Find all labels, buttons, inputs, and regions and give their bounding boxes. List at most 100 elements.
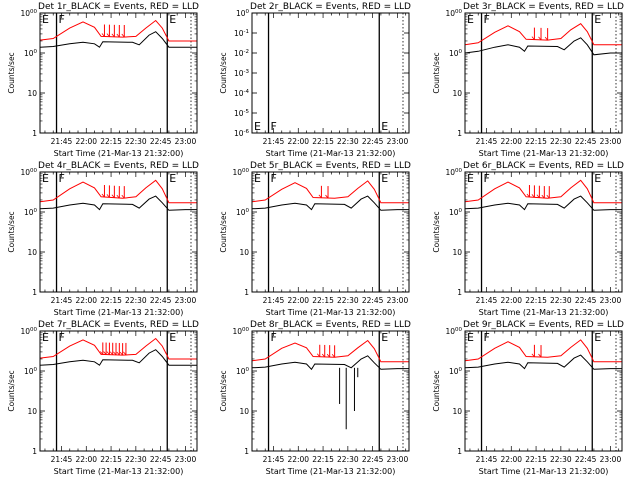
panel-title: Det 5r_BLACK = Events, RED = LLD <box>250 161 411 171</box>
series-black <box>251 355 409 371</box>
lld-spike-hook <box>531 36 535 40</box>
plot-frame <box>464 330 623 452</box>
y-tick-label: 100 <box>449 208 463 217</box>
marker-label-E: E <box>381 172 388 185</box>
x-tick-label: 22:45 <box>575 455 597 464</box>
y-tick-label: 100 <box>236 208 250 217</box>
y-axis-label: Counts/sec <box>7 52 16 93</box>
x-tick-label: 22:15 <box>525 296 547 305</box>
series-black <box>464 195 622 211</box>
y-tick-label: 1000 <box>232 168 249 177</box>
x-tick-label: 21:45 <box>51 137 73 146</box>
marker-label-E: E <box>594 13 601 26</box>
y-tick-label: 10-1 <box>234 29 249 38</box>
x-tick-label: 21:45 <box>476 137 498 146</box>
lld-spike-hook <box>546 194 550 199</box>
plot-frame <box>464 12 623 134</box>
lld-spike-hook <box>531 194 535 198</box>
x-axis-label: Start Time (21-Mar-13 21:32:00) <box>479 308 609 317</box>
lld-spike-hook <box>116 351 120 356</box>
y-tick-label: 10 <box>452 248 462 257</box>
panel-det-9: Det 9r_BLACK = Events, RED = LLD Counts/s… <box>432 320 624 476</box>
panel-title: Det 6r_BLACK = Events, RED = LLD <box>463 161 624 171</box>
y-tick-label: 1 <box>244 447 249 456</box>
marker-label-E: E <box>169 13 176 26</box>
x-tick-label: 22:45 <box>575 296 597 305</box>
lld-spike-hook <box>99 351 104 355</box>
x-tick-label: 23:00 <box>175 296 197 305</box>
lld-spike-hook <box>103 351 107 355</box>
panel-title: Det 9r_BLACK = Events, RED = LLD <box>463 320 624 330</box>
y-tick-label: 1000 <box>445 168 462 177</box>
x-tick-label: 22:15 <box>100 137 122 146</box>
x-tick-label: 22:30 <box>550 137 572 146</box>
lld-spike-hook <box>526 193 530 198</box>
x-tick-label: 22:30 <box>125 455 147 464</box>
lld-spike-hook <box>113 351 117 356</box>
panel-det-6: Det 6r_BLACK = Events, RED = LLD Counts/s… <box>432 161 624 317</box>
y-tick-label: 100 <box>449 367 463 376</box>
x-tick-label: 22:45 <box>150 296 172 305</box>
series-red <box>464 23 622 46</box>
y-tick-label: 1 <box>457 447 462 456</box>
x-axis-label: Start Time (21-Mar-13 21:32:00) <box>54 308 184 317</box>
x-axis-label: Start Time (21-Mar-13 21:32:00) <box>266 467 396 476</box>
x-tick-label: 21:45 <box>51 296 73 305</box>
panel-title: Det 1r_BLACK = Events, RED = LLD <box>38 2 199 12</box>
lld-spike-hook <box>536 194 540 198</box>
lld-spike-hook <box>121 33 125 38</box>
plot-frame <box>464 171 623 293</box>
marker-label-F: F <box>271 120 277 133</box>
panel-det-8: Det 8r_BLACK = Events, RED = LLD Counts/s… <box>219 320 411 476</box>
marker-label-E: E <box>467 331 474 344</box>
x-tick-label: 22:15 <box>312 455 334 464</box>
lld-spike-hook <box>101 33 105 37</box>
marker-label-E: E <box>594 331 601 344</box>
marker-label-E: E <box>381 331 388 344</box>
y-tick-label: 10 <box>27 89 37 98</box>
marker-label-E: E <box>467 13 474 26</box>
marker-label-E: E <box>467 172 474 185</box>
lld-spike-hook <box>106 194 110 198</box>
panel-det-1: Det 1r_BLACK = Events, RED = LLD Counts/s… <box>7 2 199 158</box>
y-tick-label: 10 <box>27 407 37 416</box>
series-red <box>251 180 409 204</box>
series-black <box>251 195 409 211</box>
x-tick-label: 21:45 <box>476 455 498 464</box>
panel-det-7: Det 7r_BLACK = Events, RED = LLD Counts/s… <box>7 320 199 476</box>
x-tick-label: 22:45 <box>150 455 172 464</box>
x-tick-label: 22:15 <box>312 137 334 146</box>
y-tick-label: 1 <box>457 288 462 297</box>
x-tick-label: 22:00 <box>287 455 309 464</box>
y-tick-label: 100 <box>24 367 38 376</box>
marker-label-E: E <box>169 172 176 185</box>
x-tick-label: 22:15 <box>525 455 547 464</box>
x-tick-label: 21:45 <box>263 455 285 464</box>
y-axis-label: Counts/sec <box>219 370 228 411</box>
x-tick-label: 22:00 <box>75 455 97 464</box>
x-tick-label: 22:30 <box>550 455 572 464</box>
y-axis-label: Counts/sec <box>219 211 228 252</box>
y-tick-label: 1000 <box>445 327 462 336</box>
x-tick-label: 22:45 <box>362 455 384 464</box>
lld-spike-hook <box>116 194 120 199</box>
x-tick-label: 22:30 <box>550 296 572 305</box>
lld-spike-hook <box>538 36 542 41</box>
y-tick-label: 10-5 <box>234 109 250 118</box>
marker-label-E: E <box>381 120 388 133</box>
lld-spike-hook <box>318 194 322 199</box>
x-tick-label: 22:00 <box>287 296 309 305</box>
x-tick-label: 22:00 <box>75 137 97 146</box>
x-tick-label: 21:45 <box>263 296 285 305</box>
panel-title: Det 8r_BLACK = Events, RED = LLD <box>250 320 411 330</box>
x-tick-label: 22:30 <box>337 296 359 305</box>
x-tick-label: 21:45 <box>263 137 285 146</box>
lld-spike-hook <box>321 353 326 358</box>
y-tick-label: 10 <box>239 407 249 416</box>
y-tick-label: 1000 <box>232 327 249 336</box>
y-tick-label: 10 <box>452 89 462 98</box>
marker-label-E: E <box>254 120 261 133</box>
x-tick-label: 22:15 <box>312 296 334 305</box>
y-tick-label: 1000 <box>445 9 462 18</box>
y-tick-label: 1 <box>32 447 37 456</box>
